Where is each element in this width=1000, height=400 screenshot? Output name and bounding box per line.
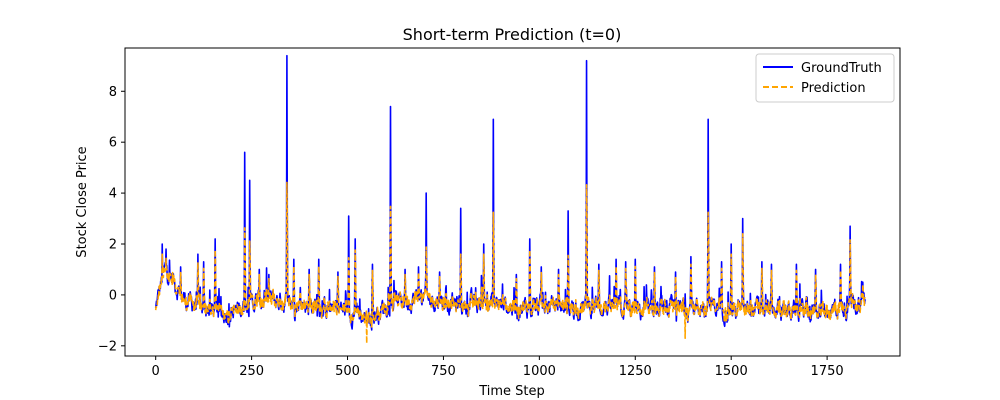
y-axis-ticks: −2 0 2 4 6 8	[98, 85, 125, 354]
series-line-prediction	[154, 181, 866, 345]
series-layer	[154, 54, 866, 345]
legend: GroundTruth Prediction	[755, 53, 895, 103]
y-tick-label: −2	[98, 339, 117, 354]
x-tick-label: 1500	[715, 364, 748, 379]
y-tick-label: 4	[109, 187, 117, 202]
chart-title: Short-term Prediction (t=0)	[403, 25, 622, 44]
x-tick-label: 250	[239, 364, 264, 379]
x-axis-label: Time Step	[478, 384, 545, 399]
x-axis-ticks: 0 250 500 750 1000 1250 1500 1750	[152, 356, 844, 379]
x-tick-label: 1250	[619, 364, 652, 379]
x-tick-label: 1750	[811, 364, 844, 379]
y-tick-label: 2	[109, 238, 117, 253]
plot-frame	[124, 47, 901, 357]
y-tick-label: 8	[109, 85, 117, 100]
x-tick-label: 500	[335, 364, 360, 379]
y-tick-label: 6	[109, 136, 117, 151]
x-tick-label: 0	[152, 364, 160, 379]
legend-label-prediction: Prediction	[801, 81, 866, 96]
legend-label-groundtruth: GroundTruth	[801, 61, 882, 76]
x-tick-label: 750	[431, 364, 456, 379]
x-tick-label: 1000	[523, 364, 556, 379]
y-axis-label: Stock Close Price	[75, 146, 90, 257]
y-tick-label: 0	[109, 288, 117, 303]
